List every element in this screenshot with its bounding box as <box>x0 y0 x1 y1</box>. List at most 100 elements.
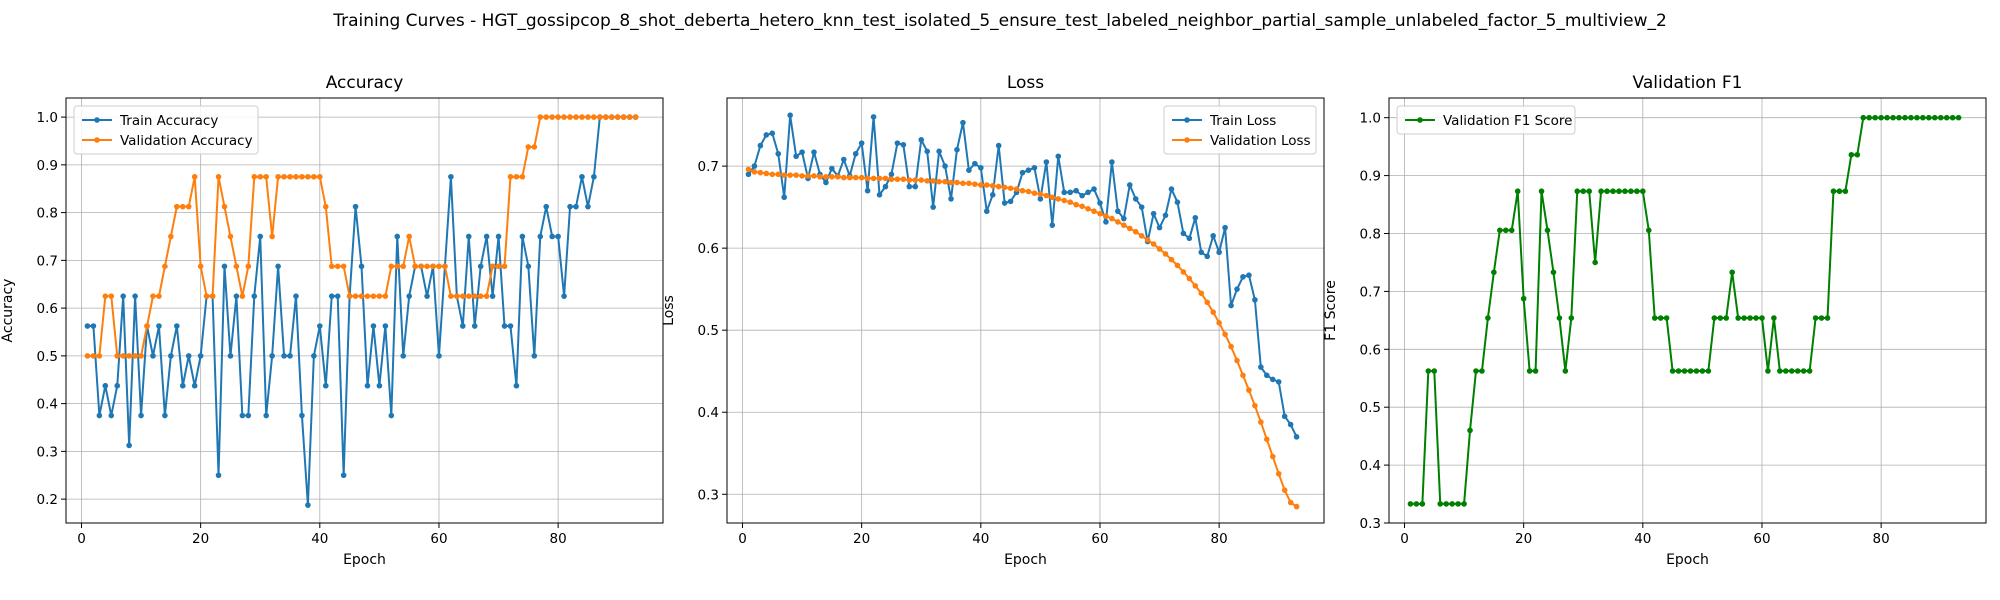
chart-1-series-1-point <box>549 233 555 240</box>
chart-3-series-1-point <box>1610 188 1616 195</box>
chart-1-series-2-point <box>430 263 436 270</box>
chart-2-series-2-point <box>829 173 835 180</box>
chart-2-series-2-point <box>972 181 978 187</box>
chart-1-series-2-point <box>448 293 454 299</box>
chart-1-series-2-point <box>90 353 97 359</box>
chart-1-series-2-point <box>334 263 341 270</box>
chart-2-series-2-point <box>751 169 758 175</box>
chart-1-series-2-point <box>418 263 424 270</box>
chart-1-series-1-point <box>579 173 585 180</box>
chart-2-title: Loss <box>1007 73 1044 93</box>
chart-2-series-2-point <box>823 173 829 180</box>
chart-2-series-2-point <box>1109 215 1115 222</box>
chart-1-series-2-point <box>108 293 115 299</box>
chart-1-series-2-point <box>561 114 567 120</box>
chart-2-series-1-point <box>1061 189 1068 196</box>
chart-3-series-1-point <box>1866 114 1873 121</box>
chart-1-series-1-point <box>108 412 115 419</box>
chart-1-ytick-label: 0.6 <box>37 301 58 317</box>
chart-2-series-2-point <box>1073 201 1079 208</box>
chart-1-series-2-point <box>543 114 550 120</box>
chart-2-series-1-point <box>1258 364 1264 370</box>
chart-2-series-2-point <box>1156 246 1163 252</box>
chart-1-series-1-point <box>239 412 246 419</box>
chart-1-ytick-label: 0.8 <box>37 206 58 222</box>
chart-3-series-1-point <box>1473 368 1479 374</box>
chart-3-series-1-point <box>1943 114 1950 121</box>
chart-3-series-1-point <box>1902 114 1908 121</box>
chart-2-series-1-point <box>1269 376 1276 383</box>
chart-3-series-1-point <box>1443 501 1449 507</box>
chart-2-series-1-point <box>978 164 984 171</box>
chart-1-series-1-point <box>537 233 544 240</box>
chart-3-series-1-point <box>1878 114 1884 121</box>
chart-1-series-1-point <box>126 442 132 449</box>
chart-2-series-1-point <box>1204 253 1211 260</box>
chart-2-series-1-point <box>1198 249 1205 256</box>
chart-2-series-2-point <box>1067 199 1073 205</box>
chart-2-series-2-point <box>995 183 1002 190</box>
chart-2-series-2-point <box>835 173 841 180</box>
chart-2-series-1-point <box>942 163 948 169</box>
chart-1-series-2-point <box>174 203 180 210</box>
chart-3-series-1-point <box>1580 188 1587 195</box>
chart-3-xtick-label: 20 <box>1515 531 1532 547</box>
chart-2-series-2-point <box>793 172 799 178</box>
chart-3-series-1-point <box>1437 501 1444 507</box>
chart-3-series-1-point <box>1502 227 1509 234</box>
chart-3-series-1-point <box>1759 315 1765 321</box>
chart-2-series-2-point <box>936 178 942 185</box>
chart-3-series-1-point <box>1860 114 1867 121</box>
chart-1-series-2-point <box>328 263 335 270</box>
chart-2-series-2-point <box>1252 402 1258 409</box>
chart-2-series-2-point <box>876 175 883 182</box>
chart-3-legend-box <box>1396 105 1576 135</box>
chart-2-xtick-label: 20 <box>853 531 870 547</box>
chart-1-series-2-point <box>239 293 246 299</box>
chart-1-series-2-point <box>382 293 389 299</box>
chart-2-legend-marker <box>1184 117 1190 123</box>
chart-1-series-1-point <box>120 293 126 299</box>
chart-1-series-1-point <box>197 353 204 359</box>
chart-3-title: Validation F1 <box>1633 73 1743 93</box>
chart-3-series-1-point <box>1830 188 1837 195</box>
chart-3-series-1 <box>1407 114 1962 507</box>
chart-3-series-1-point <box>1794 368 1801 374</box>
chart-3-xtick-label: 80 <box>1873 531 1890 547</box>
chart-1-legend-box <box>73 105 259 155</box>
chart-2-series-1-point <box>840 156 847 163</box>
chart-1-series-2-point <box>203 293 210 299</box>
chart-1-series-1-point <box>400 353 407 359</box>
chart-3-series-1-point <box>1824 315 1831 321</box>
chart-3-series-1-point <box>1479 368 1485 374</box>
chart-3-series-1-point <box>1634 188 1640 195</box>
chart-1-series-2-point <box>436 263 442 270</box>
chart-1-series-1-point <box>573 203 579 210</box>
chart-1-series-1-point <box>376 382 383 389</box>
chart-1-series-1-point <box>215 472 222 479</box>
chart-2-series-2-point <box>864 175 871 182</box>
chart-1-series-2-point <box>317 173 323 180</box>
chart-1-xtick-label: 60 <box>430 531 447 547</box>
chart-1-series-2-point <box>156 293 162 299</box>
chart-2-series-2-point <box>1180 269 1187 275</box>
chart-2-series-1-point <box>799 149 805 155</box>
chart-2-panel: 0 20 40 60 80 0.3 0.4 0.5 0.6 0.7 Loss Epoch Loss Tra… <box>661 73 1325 568</box>
chart-1-series-1-point <box>174 323 180 329</box>
chart-3-series-1-point <box>1788 368 1795 374</box>
chart-2-series-2-point <box>1210 309 1216 315</box>
chart-2-series-2-point <box>1091 208 1097 215</box>
chart-3-series-1-point <box>1485 315 1491 321</box>
chart-2-ylabel: Loss <box>661 295 677 326</box>
chart-1-series-2-point <box>185 203 192 210</box>
chart-3-series-1-point <box>1771 315 1777 321</box>
chart-1-series-2-point <box>287 173 293 180</box>
chart-1-xtick-label: 80 <box>550 531 567 547</box>
chart-1-series-2-point <box>102 293 109 299</box>
chart-1-series-2-point <box>191 173 198 180</box>
chart-3-series-1-point <box>1532 368 1539 374</box>
chart-1-series-1-point <box>406 293 412 299</box>
chart-2-series-2-point <box>840 174 847 181</box>
chart-1-series-2-point <box>132 353 138 359</box>
